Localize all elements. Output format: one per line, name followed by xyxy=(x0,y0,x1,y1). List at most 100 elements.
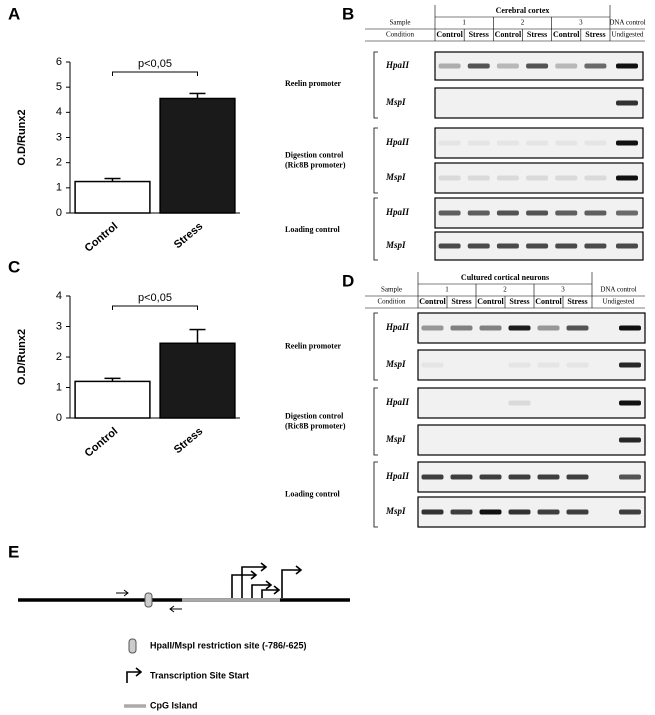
condition-label: Control xyxy=(419,297,446,306)
y-tick-label: 3 xyxy=(56,131,62,143)
gel-band xyxy=(479,474,502,480)
condition-label: Control xyxy=(477,297,504,306)
sample-number: 1 xyxy=(462,19,466,27)
gel-band xyxy=(619,437,641,443)
tss-arrows xyxy=(231,562,303,598)
gel-band xyxy=(526,63,549,69)
enzyme-label: HpaII xyxy=(385,207,410,217)
gel-band xyxy=(438,210,461,216)
condition-label: Control xyxy=(535,297,562,306)
gel-band xyxy=(421,474,444,480)
control-header: DNA control xyxy=(600,286,636,294)
annotation: p<0,05 xyxy=(138,292,172,304)
gel-strip xyxy=(417,349,646,381)
gel-band xyxy=(508,400,531,406)
gel-strip xyxy=(434,162,644,194)
condition-header: Condition xyxy=(386,31,415,39)
enzyme-label: HpaII xyxy=(385,60,410,70)
legend-text: HpaII/MspI restriction site (-786/-625) xyxy=(150,640,307,650)
y-tick-label: 5 xyxy=(56,81,62,93)
group-label: Loading control xyxy=(285,489,341,498)
condition-label: Stress xyxy=(451,297,471,306)
gel-band xyxy=(467,63,490,69)
group-bracket xyxy=(373,51,378,119)
y-tick-label: 6 xyxy=(56,56,62,68)
gel-band xyxy=(537,474,560,480)
bar xyxy=(159,342,236,419)
y-tick-label: 3 xyxy=(56,320,62,332)
gel-band xyxy=(438,63,461,69)
group-bracket xyxy=(373,387,378,456)
gel-band xyxy=(566,325,589,331)
condition-label: Stress xyxy=(469,30,489,39)
primer-fwd xyxy=(116,589,129,597)
gel-band xyxy=(467,243,490,249)
group-label: Digestion control xyxy=(285,150,344,159)
gel-band xyxy=(526,243,549,249)
gel-title: Cultured cortical neurons xyxy=(461,273,549,282)
gel-band xyxy=(616,175,638,181)
gel-band xyxy=(584,63,607,69)
gel-band xyxy=(566,509,589,515)
legend-text: CpG Island xyxy=(150,700,198,710)
group-label: Loading control xyxy=(285,225,341,234)
sample-header: Sample xyxy=(381,286,402,294)
gel-band xyxy=(584,243,607,249)
gel-band xyxy=(467,140,490,146)
gel-band xyxy=(508,509,531,515)
gel-band xyxy=(421,509,444,515)
enzyme-label: MspI xyxy=(385,434,406,444)
condition-header: Condition xyxy=(377,298,406,306)
gel-band xyxy=(619,362,641,368)
sample-number: 2 xyxy=(521,19,525,27)
gel-strip xyxy=(417,387,646,419)
primer-rev xyxy=(169,605,182,613)
y-tick-label: 0 xyxy=(56,207,62,219)
gel-band xyxy=(450,509,473,515)
y-tick-label: 1 xyxy=(56,381,62,393)
x-tick-label: Stress xyxy=(172,220,205,251)
gel-band xyxy=(467,210,490,216)
gel-band xyxy=(438,175,461,181)
y-tick-label: 0 xyxy=(56,412,62,424)
control-condition: Undigested xyxy=(603,298,635,306)
gel-band xyxy=(555,140,578,146)
gel-band xyxy=(508,362,531,368)
condition-label: Control xyxy=(553,30,580,39)
gel-band xyxy=(616,100,638,106)
gel-band xyxy=(584,140,607,146)
gel-band xyxy=(438,140,461,146)
bar xyxy=(74,380,151,419)
gel-band xyxy=(616,140,638,146)
sample-number: 2 xyxy=(503,286,507,294)
y-axis-label: O.D/Runx2 xyxy=(16,109,28,165)
y-tick-label: 2 xyxy=(56,157,62,169)
x-tick-label: Control xyxy=(83,425,121,459)
condition-label: Stress xyxy=(527,30,547,39)
group-label: Reelin promoter xyxy=(285,341,342,350)
condition-label: Control xyxy=(495,30,522,39)
enzyme-label: MspI xyxy=(385,506,406,516)
gel-strip xyxy=(434,127,644,159)
gel-band xyxy=(508,325,531,331)
gel-band xyxy=(479,325,502,331)
gel-strip xyxy=(434,87,644,119)
condition-label: Stress xyxy=(509,297,529,306)
control-header: DNA control xyxy=(609,19,645,27)
control-condition: Undigested xyxy=(612,31,644,39)
gel-band xyxy=(450,474,473,480)
y-tick-label: 2 xyxy=(56,351,62,363)
significance-bracket xyxy=(112,305,198,310)
sample-number: 3 xyxy=(561,286,565,294)
enzyme-label: HpaII xyxy=(385,137,410,147)
panel-label: C xyxy=(8,257,20,276)
sample-header: Sample xyxy=(390,19,411,27)
gel-band xyxy=(566,474,589,480)
gel-band xyxy=(496,140,519,146)
y-tick-label: 1 xyxy=(56,182,62,194)
gel-title: Cerebral cortex xyxy=(496,6,550,15)
gel-band xyxy=(438,243,461,249)
enzyme-label: HpaII xyxy=(385,322,410,332)
gel-band xyxy=(421,325,444,331)
